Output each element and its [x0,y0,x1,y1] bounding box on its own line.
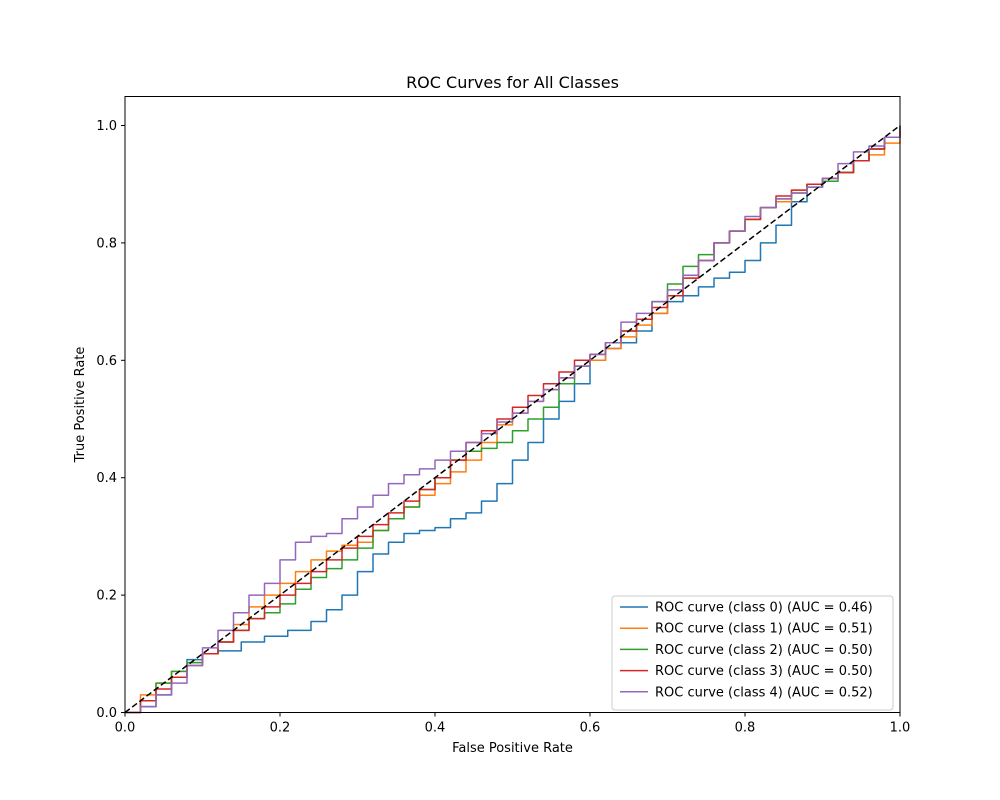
x-tick-label: 1.0 [890,721,911,736]
x-tick-label: 0.2 [270,721,291,736]
y-tick-label: 0.6 [96,354,117,369]
legend-label: ROC curve (class 3) (AUC = 0.50) [655,664,873,679]
x-tick-label: 0.8 [735,721,756,736]
y-tick-label: 0.2 [96,589,117,604]
x-tick-label: 0.4 [425,721,446,736]
y-tick-label: 0.0 [96,706,117,721]
x-tick-label: 0.0 [115,721,136,736]
x-axis-title: False Positive Rate [452,741,573,756]
plot-area [124,124,901,714]
y-tick-label: 1.0 [96,119,117,134]
x-tick-label: 0.6 [580,721,601,736]
series-line-class-4 [125,125,901,714]
chart-title: ROC Curves for All Classes [406,73,619,92]
legend-box [611,595,894,711]
legend-label: ROC curve (class 1) (AUC = 0.51) [655,622,873,637]
y-tick-label: 0.4 [96,471,117,486]
legend-label: ROC curve (class 2) (AUC = 0.50) [655,643,873,658]
series-line-class-0 [125,125,901,714]
y-tick-label: 0.8 [96,236,117,251]
legend-label: ROC curve (class 4) (AUC = 0.52) [655,685,873,700]
legend: ROC curve (class 0) (AUC = 0.46) ROC curv… [611,595,894,711]
legend-label: ROC curve (class 0) (AUC = 0.46) [655,601,873,616]
chance-diagonal-line [124,124,901,714]
y-axis-title: True Positive Rate [73,347,88,464]
y-axis: 0.0 0.2 0.4 0.6 0.8 1.0 [96,119,125,721]
x-axis: 0.0 0.2 0.4 0.6 0.8 1.0 [115,712,911,736]
plot-frame [124,96,901,713]
